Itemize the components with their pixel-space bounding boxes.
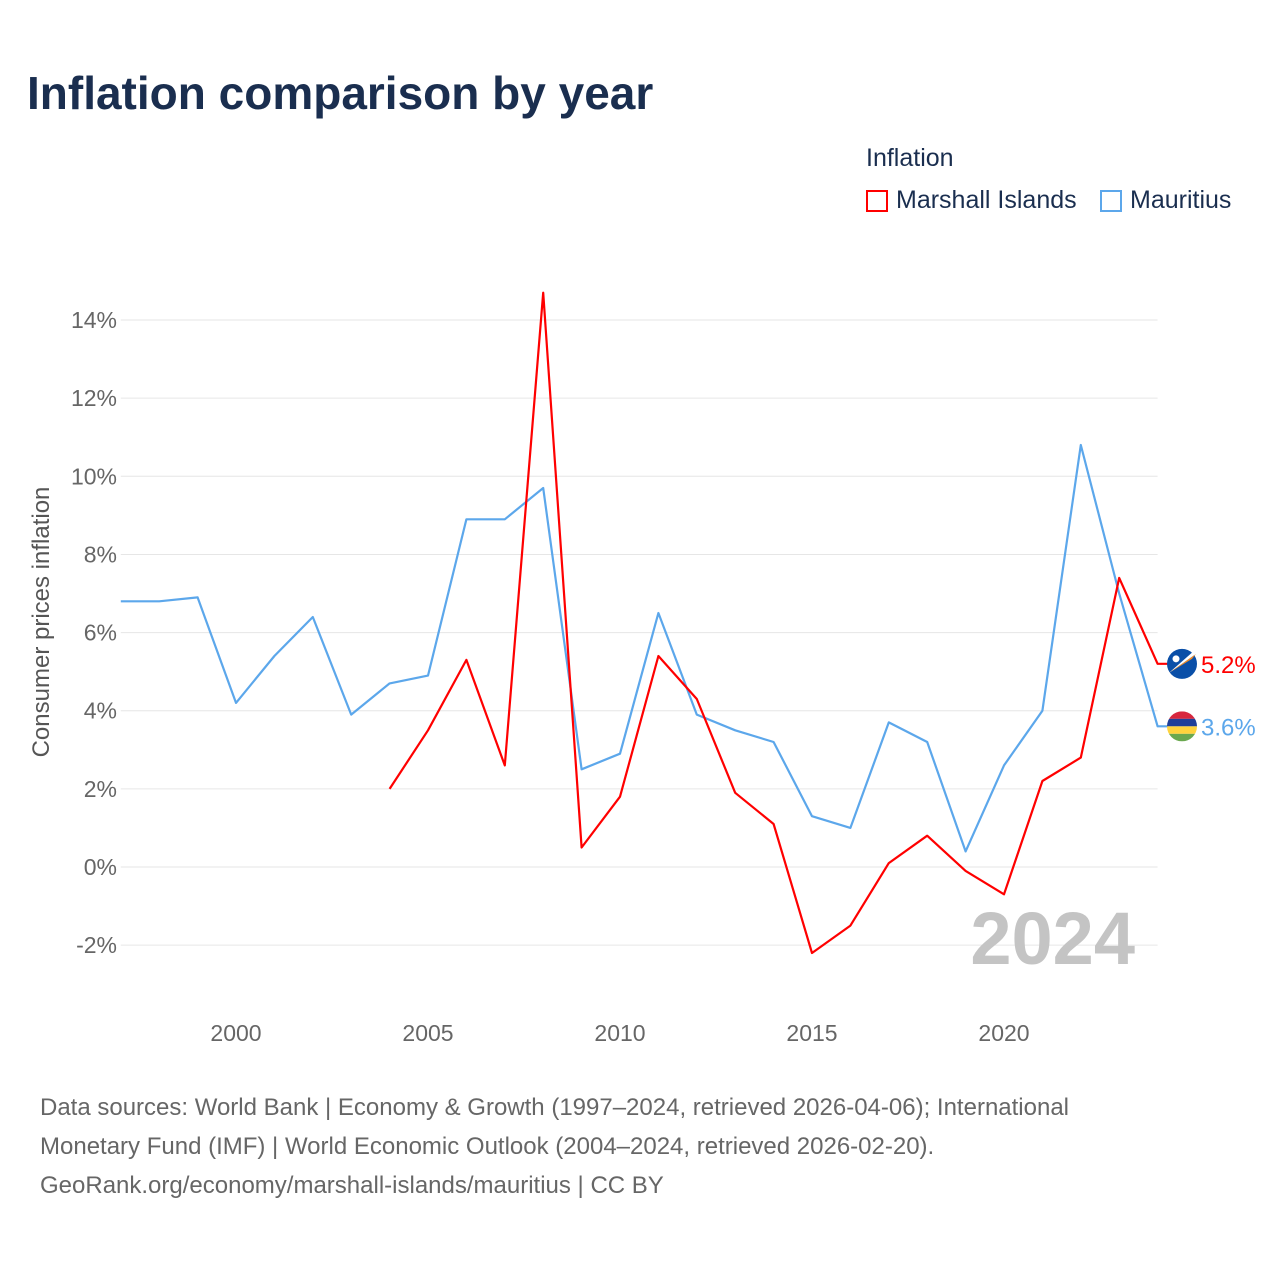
legend-item-marshall-islands[interactable]: Marshall Islands — [866, 186, 1077, 215]
series-line-mauritius — [120, 443, 1168, 853]
legend-label: Mauritius — [1130, 186, 1232, 214]
x-tick-label: 2020 — [978, 1020, 1029, 1046]
legend-label: Marshall Islands — [896, 186, 1077, 214]
y-tick-label: 10% — [71, 463, 117, 489]
y-tick-label: 2% — [84, 776, 117, 802]
y-tick-label: 0% — [84, 854, 117, 880]
legend-title: Inflation — [866, 144, 954, 172]
y-tick-label: 4% — [84, 698, 117, 724]
footer: Data sources: World Bank | Economy & Gro… — [40, 1088, 1240, 1205]
flag-stripe — [1167, 726, 1197, 734]
x-tick-label: 2000 — [210, 1020, 261, 1046]
y-tick-label: 12% — [71, 385, 117, 411]
flag-star — [1172, 655, 1180, 663]
legend-item-mauritius[interactable]: Mauritius — [1100, 186, 1231, 215]
y-tick-label: 6% — [84, 620, 117, 646]
flag-stripe — [1167, 718, 1197, 727]
x-tick-label: 2010 — [594, 1020, 645, 1046]
y-tick-label: 8% — [84, 541, 117, 567]
year-watermark: 2024 — [970, 897, 1135, 980]
series-line-marshall-islands — [388, 291, 1168, 955]
end-value-label: 3.6% — [1201, 714, 1256, 741]
legend-swatch-blue — [1100, 189, 1122, 212]
mauritius-flag-icon — [1167, 711, 1197, 742]
x-tick-label: 2005 — [402, 1020, 453, 1046]
flag-stripe-white — [1169, 650, 1196, 673]
footer-sources-2: Monetary Fund (IMF) | World Economic Out… — [40, 1133, 935, 1160]
x-tick-label: 2015 — [786, 1020, 837, 1046]
footer-link[interactable]: GeoRank.org/economy/marshall-islands/mau… — [40, 1172, 664, 1199]
y-tick-label: 14% — [71, 307, 117, 333]
footer-sources-1: Data sources: World Bank | Economy & Gro… — [40, 1094, 1070, 1121]
page-title: Inflation comparison by year — [27, 67, 654, 119]
flag-stripe — [1167, 711, 1197, 719]
flag-stripe — [1167, 733, 1197, 742]
legend-swatch-red — [866, 189, 888, 212]
end-value-label: 5.2% — [1201, 652, 1256, 679]
y-tick-label: -2% — [76, 932, 117, 958]
